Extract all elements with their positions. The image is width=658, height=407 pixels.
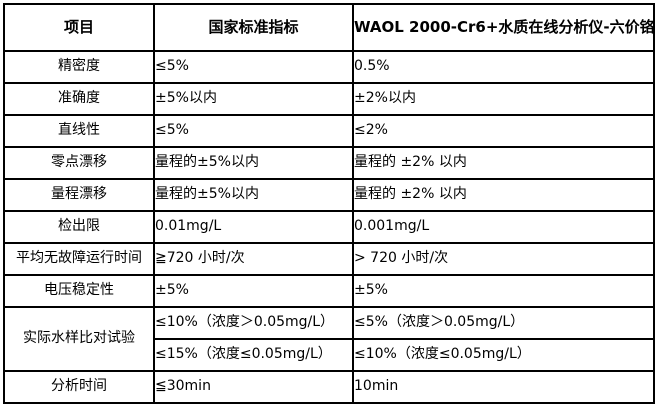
analyzer-value: 量程的 ±2% 以内 [352,146,655,180]
analyzer-value: ≤10%（浓度≤0.05mg/L） [352,338,655,372]
row-label: 分析时间 [3,370,155,404]
national-standard-value: ≤5% [153,114,354,148]
table-row-sample-comparison-high: 实际水样比对试验 ≤10%（浓度＞0.05mg/L） ≤5%（浓度＞0.05mg… [3,306,655,372]
spec-comparison-table: 项目 国家标准指标 WAOL 2000-Cr6+水质在线分析仪-六价铬 精密度 … [3,3,655,404]
analyzer-value: ±2%以内 [352,82,655,116]
analyzer-value: > 720 小时/次 [352,242,655,276]
header-row: 项目 国家标准指标 WAOL 2000-Cr6+水质在线分析仪-六价铬 [3,3,655,52]
row-label: 准确度 [3,82,155,116]
table-row-detection-limit: 检出限 0.01mg/L 0.001mg/L [3,210,655,244]
row-label: 量程漂移 [3,178,155,212]
row-label: 零点漂移 [3,146,155,180]
row-label: 实际水样比对试验 [3,306,155,372]
national-standard-value: 0.01mg/L [153,210,354,244]
col-header-national-standard: 国家标准指标 [153,3,354,52]
national-standard-value: ±5%以内 [153,82,354,116]
table-row-zero-drift: 零点漂移 量程的±5%以内 量程的 ±2% 以内 [3,146,655,180]
row-label: 检出限 [3,210,155,244]
table-row-precision: 精密度 ≤5% 0.5% [3,50,655,84]
col-header-analyzer: WAOL 2000-Cr6+水质在线分析仪-六价铬 [352,3,655,52]
analyzer-value: ≤2% [352,114,655,148]
table-row-voltage-stability: 电压稳定性 ±5% ±5% [3,274,655,308]
row-label: 精密度 [3,50,155,84]
analyzer-value: 10min [352,370,655,404]
national-standard-value: ≤5% [153,50,354,84]
table-row-accuracy: 准确度 ±5%以内 ±2%以内 [3,82,655,116]
analyzer-value: 0.5% [352,50,655,84]
table-row-analysis-time: 分析时间 ≦30min 10min [3,370,655,404]
row-label: 电压稳定性 [3,274,155,308]
national-standard-value: ≤15%（浓度≤0.05mg/L） [153,338,354,372]
analyzer-value: 量程的 ±2% 以内 [352,178,655,212]
row-label: 平均无故障运行时间 [3,242,155,276]
table-row-mtbf: 平均无故障运行时间 ≧720 小时/次 > 720 小时/次 [3,242,655,276]
national-standard-value: ≤10%（浓度＞0.05mg/L） [153,306,354,340]
table-row-sample-comparison-low: ≤15%（浓度≤0.05mg/L） ≤10%（浓度≤0.05mg/L） [4,338,655,372]
table-row-linearity: 直线性 ≤5% ≤2% [3,114,655,148]
national-standard-value: ±5% [153,274,354,308]
row-label: 直线性 [3,114,155,148]
national-standard-value: ≦30min [153,370,354,404]
analyzer-value: ≤5%（浓度＞0.05mg/L） [352,306,655,340]
national-standard-value: 量程的±5%以内 [153,146,354,180]
analyzer-value: 0.001mg/L [352,210,655,244]
table-row-span-drift: 量程漂移 量程的±5%以内 量程的 ±2% 以内 [3,178,655,212]
national-standard-value: ≧720 小时/次 [153,242,354,276]
col-header-item: 项目 [3,3,155,52]
national-standard-value: 量程的±5%以内 [153,178,354,212]
analyzer-value: ±5% [352,274,655,308]
